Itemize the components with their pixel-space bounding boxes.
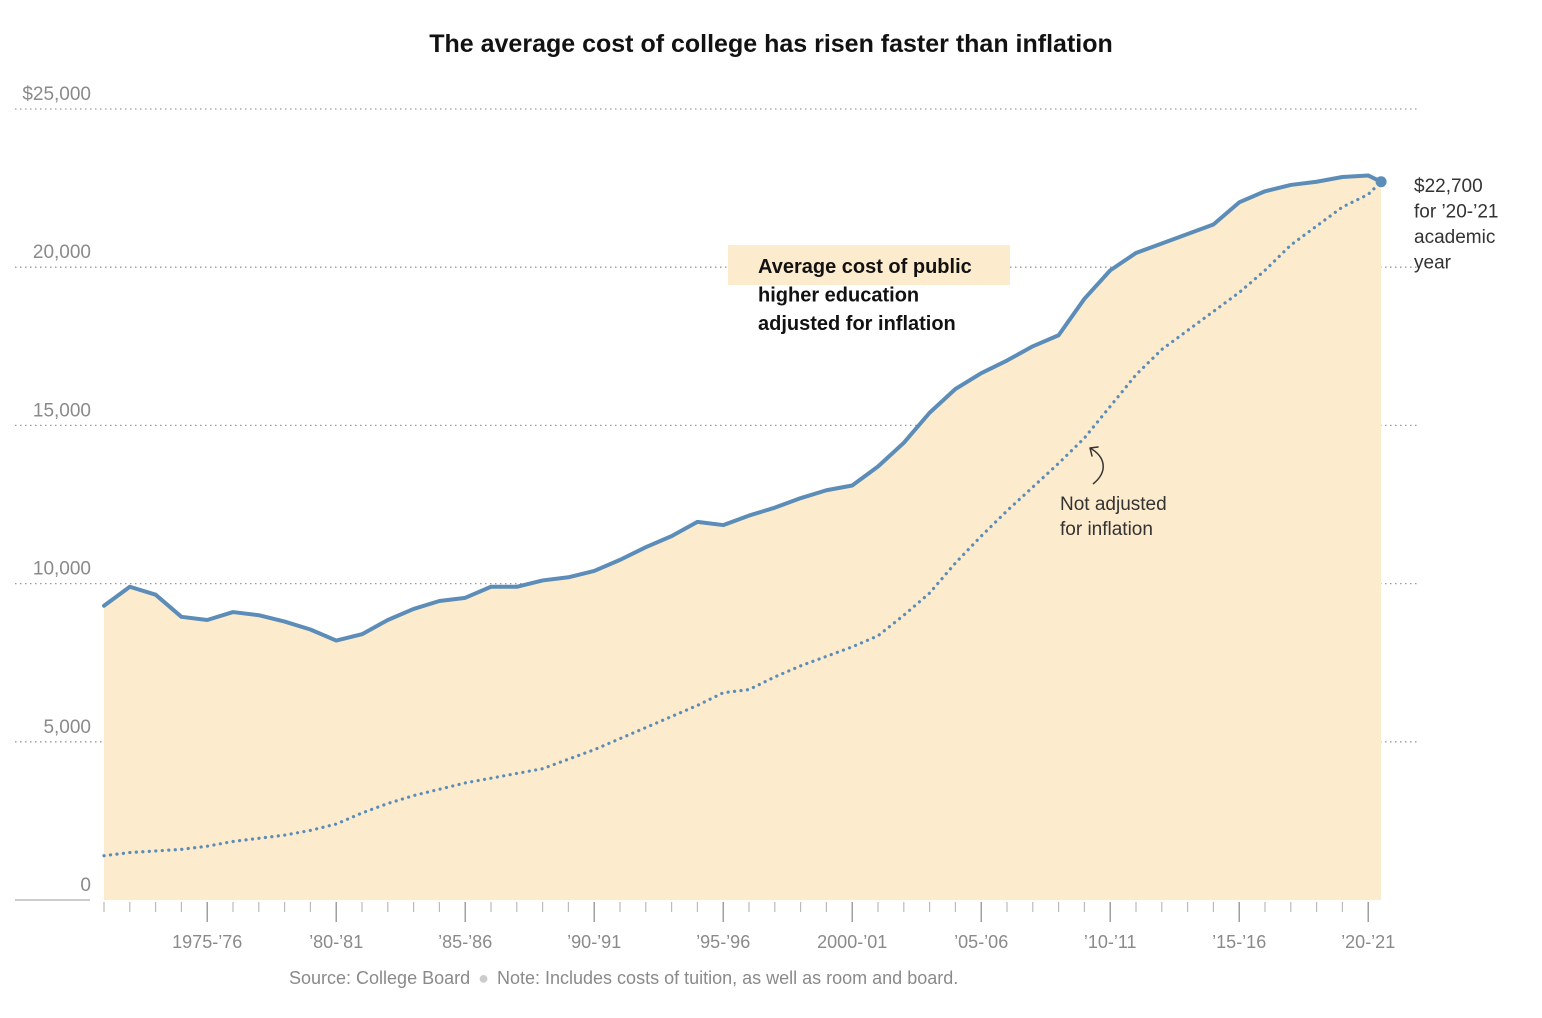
y-tick-label: 15,000 <box>33 400 91 421</box>
x-tick-label: ’95-’96 <box>696 932 750 952</box>
y-tick-label: 5,000 <box>43 717 91 738</box>
x-tick-label: 2000-’01 <box>817 932 887 952</box>
note-text: Note: Includes costs of tuition, as well… <box>496 968 959 988</box>
x-tick-label: ’05-’06 <box>954 932 1008 952</box>
series-line-adjusted <box>102 173 1384 643</box>
source-note: Source: College Board ● Note: Includes cos… <box>289 968 958 989</box>
annotations: Average cost of public higher education ad… <box>758 176 1499 540</box>
separator-dot-icon: ● <box>478 968 489 988</box>
pointer-arrow-icon <box>1089 447 1104 485</box>
x-tick-label: 1975-’76 <box>172 932 242 952</box>
y-tick-label: 10,000 <box>33 559 91 580</box>
x-tick-label: ’80-’81 <box>309 932 363 952</box>
arrowhead-icon <box>1089 446 1099 457</box>
source-text: Source: College Board <box>289 968 471 988</box>
adjusted-series-label: Average cost of public <box>758 256 972 278</box>
area-fill-shape <box>104 175 1382 901</box>
x-tick-label: ’90-’91 <box>567 932 621 952</box>
x-tick-label: ’10-’11 <box>1084 932 1137 952</box>
annotation-backdrop <box>728 245 1010 285</box>
x-tick-label: ’85-’86 <box>438 932 492 952</box>
axis-ticks: $25,000 20,000 15,000 10,000 5,000 0 1975-’76 ’… <box>22 84 1395 952</box>
chart-title: The average cost of college has risen fa… <box>429 30 1113 58</box>
y-tick-label: 0 <box>80 875 91 896</box>
series-line-not-adjusted <box>102 180 1383 858</box>
end-value-label: $22,700 <box>1414 176 1483 197</box>
series-lines <box>102 173 1387 858</box>
end-value-label: year <box>1414 253 1452 274</box>
adjusted-series-label: adjusted for inflation <box>758 313 956 335</box>
end-value-label: academic <box>1414 227 1495 248</box>
not-adjusted-series-label: for inflation <box>1060 519 1153 540</box>
not-adjusted-series-label: Not adjusted <box>1060 494 1167 515</box>
y-tick-label: $25,000 <box>22 84 91 105</box>
adjusted-series-label: higher education <box>758 285 919 307</box>
end-point-marker <box>1375 176 1387 188</box>
area-fill <box>104 175 1382 901</box>
x-tick-label: ’20-’21 <box>1341 932 1395 952</box>
y-tick-label: 20,000 <box>33 242 91 263</box>
end-value-label: for ’20-’21 <box>1414 202 1499 223</box>
x-tick-label: ’15-’16 <box>1212 932 1266 952</box>
